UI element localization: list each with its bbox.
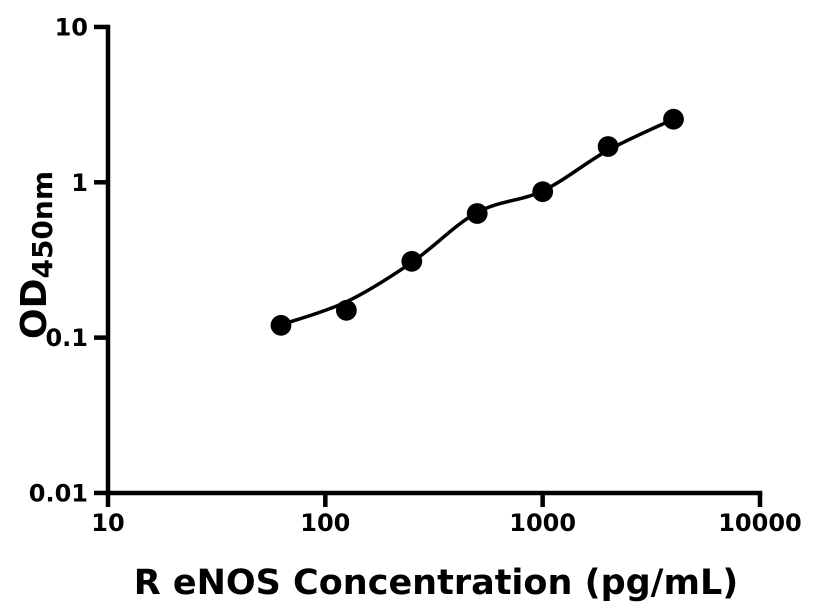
y-tick-label: 0.01 — [29, 479, 88, 507]
x-axis-title: R eNOS Concentration (pg/mL) — [134, 563, 739, 603]
x-tick-label: 10000 — [718, 509, 802, 537]
y-axis-title-subscript: 450nm — [26, 171, 59, 279]
plot-area — [270, 108, 684, 336]
x-tick-label: 100 — [300, 509, 350, 537]
data-point — [597, 136, 619, 157]
y-tick-label: 1 — [71, 169, 88, 197]
axes — [105, 24, 763, 496]
y-tick-label: 10 — [55, 13, 88, 41]
data-point — [663, 108, 684, 130]
data-point — [466, 203, 488, 224]
axis-ticks — [94, 24, 763, 507]
svg-text:OD450nm: OD450nm — [14, 171, 59, 339]
data-point — [532, 181, 554, 203]
y-axis-title: OD450nm — [14, 171, 59, 339]
data-point — [270, 314, 292, 336]
y-axis-title-main: OD — [14, 279, 55, 340]
x-tick-label: 1000 — [509, 509, 576, 537]
data-point — [401, 250, 423, 272]
x-tick-label: 10 — [91, 509, 124, 537]
y-tick-label: 0.1 — [45, 324, 88, 352]
data-point — [336, 299, 357, 321]
